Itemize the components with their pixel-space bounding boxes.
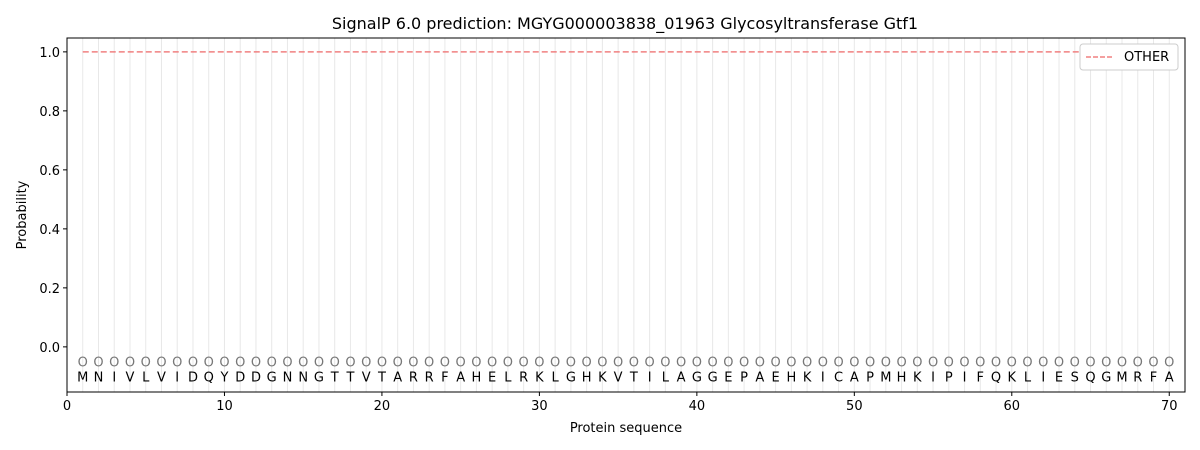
y-tick-label: 0.6 xyxy=(39,164,60,179)
y-axis-label: Probability xyxy=(15,180,30,249)
sequence-row: MNIVLVIDQYDDGNNGTTVTARRFAHELRKLGHKVTILAG… xyxy=(77,370,1174,385)
x-tick-label: 10 xyxy=(216,399,233,414)
x-tick-label: 70 xyxy=(1161,399,1178,414)
y-tick-label: 0.0 xyxy=(39,341,60,356)
plot-frame xyxy=(66,37,1186,393)
x-tick-label: 30 xyxy=(531,399,548,414)
y-tick-label: 0.4 xyxy=(39,223,60,238)
y-tick-label: 1.0 xyxy=(39,46,60,61)
y-tick-label: 0.8 xyxy=(39,105,60,120)
x-tick-label: 50 xyxy=(846,399,863,414)
legend: OTHER xyxy=(1079,43,1179,71)
legend-box xyxy=(1079,43,1179,71)
x-tick-label: 20 xyxy=(374,399,391,414)
x-axis-label: Protein sequence xyxy=(570,421,682,436)
x-tick-label: 60 xyxy=(1004,399,1021,414)
x-tick-label: 0 xyxy=(63,399,71,414)
y-tick-label: 0.2 xyxy=(39,282,60,297)
x-tick-label: 40 xyxy=(689,399,706,414)
predicted-labels-row: OOOOOOOOOOOOOOOOOOOOOOOOOOOOOOOOOOOOOOOO… xyxy=(78,356,1175,371)
legend-label-other: OTHER xyxy=(1124,50,1169,65)
residues: OOOOOOOOOOOOOOOOOOOOOOOOOOOOOOOOOOOOOOOO… xyxy=(77,356,1174,386)
y-axis: 0.0 0.2 0.4 0.6 0.8 1.0 xyxy=(39,46,67,356)
grid xyxy=(82,38,1170,392)
x-axis: 0 10 20 30 40 50 60 70 xyxy=(63,392,1178,414)
chart-title: SignalP 6.0 prediction: MGYG000003838_01… xyxy=(332,14,918,34)
